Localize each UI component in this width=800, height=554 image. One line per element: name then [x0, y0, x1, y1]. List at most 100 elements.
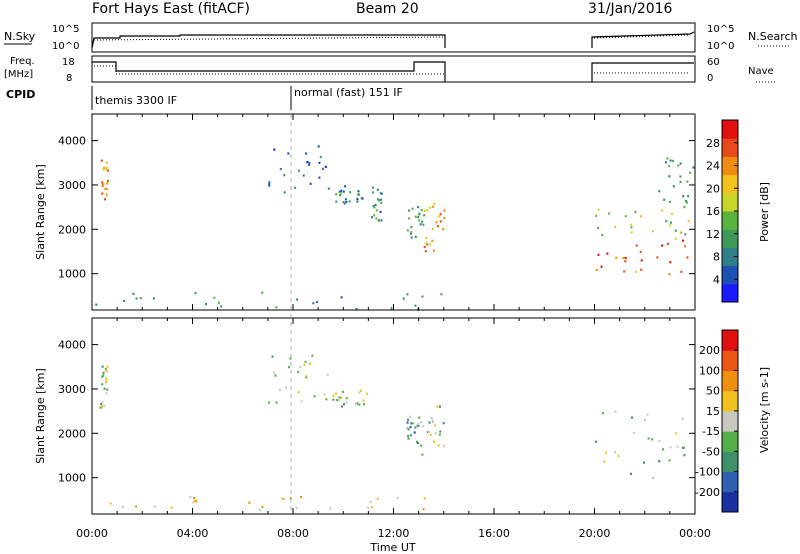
data-cell — [283, 174, 286, 177]
data-cell — [281, 497, 284, 500]
data-cell — [410, 231, 413, 234]
data-cell — [326, 373, 329, 376]
data-cell — [105, 194, 108, 197]
data-cell — [679, 180, 682, 184]
velocity-scatter — [99, 354, 686, 512]
data-cell — [435, 221, 438, 224]
x-tick-label: 00:00 — [76, 527, 108, 540]
colorbar-swatch — [722, 431, 738, 452]
colorbar-swatch — [722, 211, 738, 230]
data-cell — [423, 246, 426, 249]
data-cell — [408, 209, 411, 212]
data-cell — [193, 497, 196, 500]
data-cell — [170, 506, 173, 509]
data-cell — [665, 161, 667, 164]
data-cell — [639, 250, 642, 253]
data-cell — [104, 198, 106, 201]
data-cell — [297, 370, 300, 373]
data-cell — [358, 403, 361, 406]
freq-panel-frame — [91, 55, 696, 83]
data-cell — [248, 501, 251, 504]
data-cell — [304, 360, 307, 363]
data-cell — [367, 506, 370, 509]
colorbar-tick-label: 16 — [706, 205, 720, 218]
data-cell — [378, 199, 381, 202]
data-cell — [344, 198, 347, 201]
data-cell — [355, 402, 357, 405]
data-cell — [322, 167, 324, 170]
data-cell — [318, 161, 321, 164]
data-cell — [340, 396, 343, 399]
data-cell — [356, 197, 359, 201]
data-cell — [640, 215, 642, 218]
data-cell — [407, 437, 410, 440]
data-cell — [102, 168, 105, 171]
data-cell — [380, 201, 383, 204]
data-cell — [410, 225, 413, 229]
colorbar-tick-label: 15 — [706, 405, 720, 418]
data-cell — [105, 381, 107, 384]
data-cell — [349, 191, 352, 194]
data-cell — [308, 161, 311, 164]
colorbar-tick-label: 200 — [699, 344, 720, 357]
velocity-colorbar: 200 100 50 15 -15 -50 -100 -200 — [695, 329, 739, 513]
data-cell — [643, 461, 645, 464]
data-cell — [105, 187, 108, 190]
data-cell — [411, 207, 414, 210]
data-cell — [668, 175, 671, 178]
data-cell — [640, 268, 643, 271]
data-cell — [308, 163, 311, 166]
data-cell — [338, 194, 341, 197]
data-cell — [668, 224, 671, 227]
data-cell — [656, 256, 659, 259]
data-cell — [332, 398, 335, 401]
data-cell — [668, 459, 671, 462]
data-cell — [686, 180, 689, 183]
data-cell — [666, 157, 669, 160]
data-cell — [407, 418, 409, 421]
data-cell — [375, 209, 378, 212]
data-cell — [273, 148, 276, 151]
data-cell — [358, 391, 361, 394]
data-cell — [432, 421, 435, 424]
nsky-panel-frame — [91, 22, 696, 53]
colorbar-tick-label: -15 — [702, 425, 720, 438]
data-cell — [363, 403, 365, 406]
data-cell — [647, 437, 650, 440]
nsky-label: N.Sky — [4, 30, 36, 43]
cpid-mode-1: themis 3300 IF — [95, 94, 177, 107]
data-cell — [273, 371, 276, 374]
data-cell — [415, 440, 418, 443]
data-cell — [340, 405, 343, 408]
data-cell — [413, 431, 416, 434]
data-cell — [421, 453, 424, 456]
data-cell — [102, 371, 105, 375]
data-cell — [597, 253, 600, 256]
data-cell — [420, 421, 423, 424]
data-cell — [380, 219, 383, 222]
colorbar-swatch — [722, 330, 738, 351]
freq-trace-2 — [591, 62, 694, 82]
colorbar-swatch — [722, 283, 738, 303]
data-cell — [259, 509, 262, 512]
colorbar-swatch — [722, 491, 738, 513]
colorbar-swatch — [722, 138, 738, 157]
data-cell — [624, 256, 627, 260]
data-cell — [371, 505, 373, 509]
data-cell — [681, 417, 684, 420]
data-cell — [379, 210, 382, 213]
data-cell — [408, 217, 411, 220]
freq-trace-1 — [92, 61, 446, 82]
data-cell — [431, 419, 434, 422]
data-cell — [309, 362, 311, 365]
data-cell — [332, 394, 335, 397]
data-cell — [683, 206, 686, 209]
date-title: 31/Jan/2016 — [588, 1, 673, 17]
data-cell — [294, 186, 297, 189]
data-cell — [336, 399, 339, 402]
nsearch-tick-top: 10^5 — [707, 24, 734, 35]
data-cell — [669, 221, 672, 224]
data-cell — [679, 162, 682, 165]
data-cell — [414, 235, 417, 239]
